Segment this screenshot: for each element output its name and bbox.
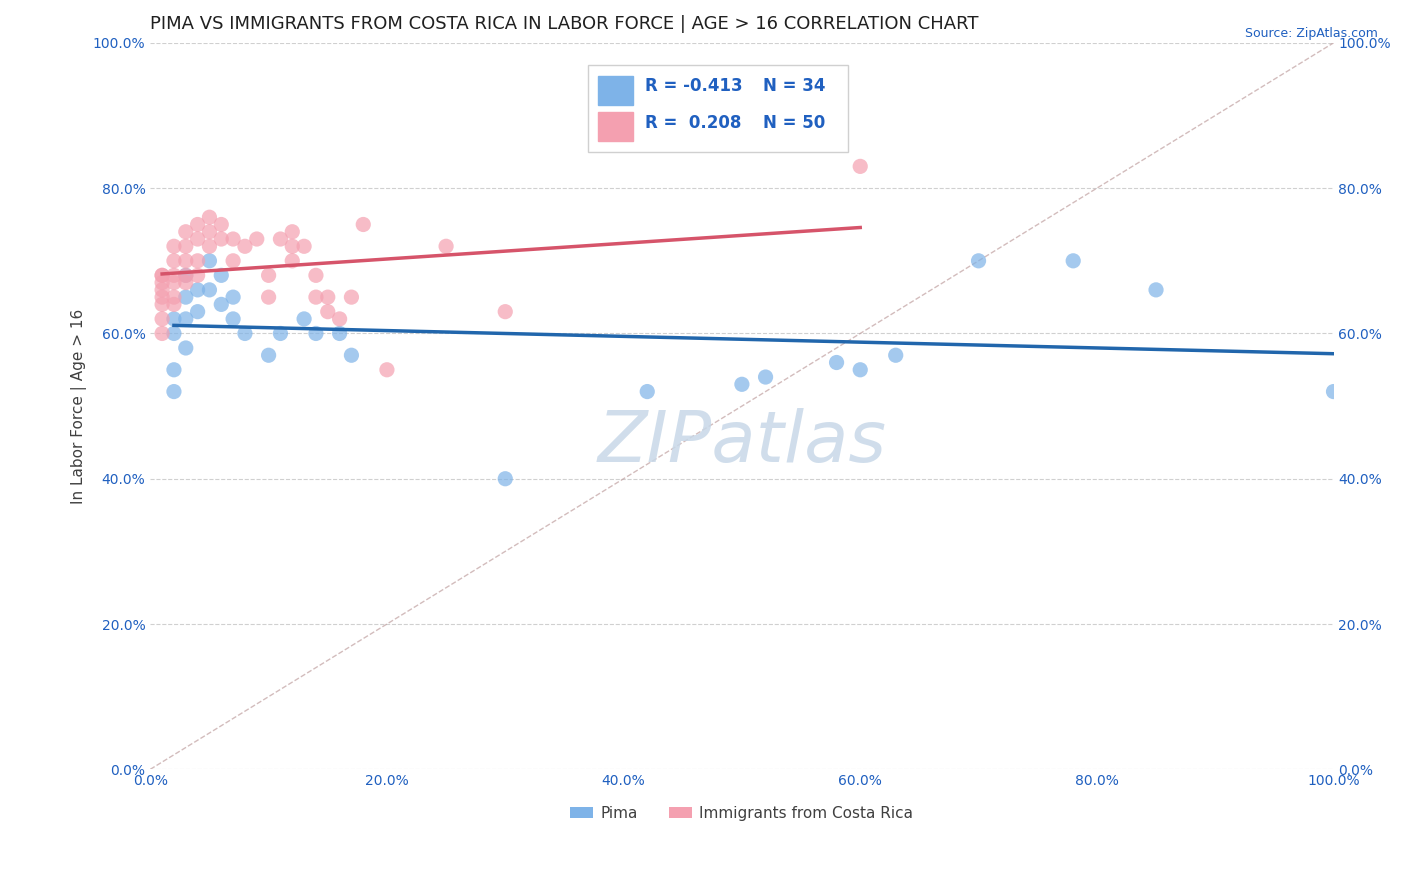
Point [849, 160, 872, 174]
Point [174, 312, 197, 326]
Text: ZIPatlas: ZIPatlas [598, 408, 886, 477]
Point [1322, 384, 1344, 399]
Point [174, 276, 197, 290]
Point [305, 290, 328, 304]
Point [198, 283, 221, 297]
Point [1062, 253, 1084, 268]
Point [150, 290, 173, 304]
Point [198, 253, 221, 268]
Point [187, 218, 209, 232]
Point [329, 312, 352, 326]
Point [187, 304, 209, 318]
Point [163, 290, 186, 304]
Text: N = 34: N = 34 [763, 78, 825, 95]
Point [316, 304, 339, 318]
Point [163, 253, 186, 268]
Point [292, 312, 315, 326]
Point [636, 384, 658, 399]
Point [198, 225, 221, 239]
Point [316, 290, 339, 304]
Point [849, 363, 872, 377]
Point [281, 225, 304, 239]
Point [187, 232, 209, 246]
Point [198, 211, 221, 225]
Point [494, 472, 516, 486]
Point [174, 239, 197, 253]
Point [163, 268, 186, 283]
Point [150, 326, 173, 341]
Point [825, 355, 848, 369]
Y-axis label: In Labor Force | Age > 16: In Labor Force | Age > 16 [72, 309, 87, 504]
Point [174, 268, 197, 283]
Point [494, 304, 516, 318]
Text: R =  0.208: R = 0.208 [645, 114, 741, 132]
Point [257, 290, 280, 304]
Point [187, 268, 209, 283]
Point [150, 283, 173, 297]
Point [305, 268, 328, 283]
Point [269, 232, 291, 246]
Text: N = 50: N = 50 [763, 114, 825, 132]
Point [884, 348, 907, 362]
Point [222, 290, 245, 304]
Point [150, 276, 173, 290]
Point [150, 312, 173, 326]
Point [187, 253, 209, 268]
Point [281, 239, 304, 253]
Point [209, 218, 232, 232]
Point [233, 326, 256, 341]
Point [305, 326, 328, 341]
Point [967, 253, 990, 268]
Point [222, 232, 245, 246]
Point [198, 239, 221, 253]
Point [150, 297, 173, 311]
Point [233, 239, 256, 253]
Point [340, 348, 363, 362]
Point [269, 326, 291, 341]
Point [174, 268, 197, 283]
Point [329, 326, 352, 341]
Point [352, 218, 374, 232]
Point [434, 239, 457, 253]
Text: PIMA VS IMMIGRANTS FROM COSTA RICA IN LABOR FORCE | AGE > 16 CORRELATION CHART: PIMA VS IMMIGRANTS FROM COSTA RICA IN LA… [150, 15, 979, 33]
Point [754, 370, 776, 384]
Point [163, 384, 186, 399]
Point [174, 253, 197, 268]
Point [163, 312, 186, 326]
Point [222, 253, 245, 268]
Point [340, 290, 363, 304]
Point [209, 268, 232, 283]
Point [222, 312, 245, 326]
FancyBboxPatch shape [588, 65, 848, 152]
Point [163, 239, 186, 253]
FancyBboxPatch shape [598, 76, 633, 104]
Point [174, 225, 197, 239]
Point [163, 363, 186, 377]
Point [174, 290, 197, 304]
Point [150, 268, 173, 283]
FancyBboxPatch shape [598, 112, 633, 141]
Point [257, 348, 280, 362]
Point [246, 232, 269, 246]
Text: R = -0.413: R = -0.413 [645, 78, 742, 95]
Legend: Pima, Immigrants from Costa Rica: Pima, Immigrants from Costa Rica [564, 800, 920, 827]
Point [187, 283, 209, 297]
Point [731, 377, 754, 392]
Text: Source: ZipAtlas.com: Source: ZipAtlas.com [1244, 27, 1378, 40]
Point [257, 268, 280, 283]
Point [163, 276, 186, 290]
Point [281, 253, 304, 268]
Point [174, 341, 197, 355]
Point [163, 326, 186, 341]
Point [292, 239, 315, 253]
Point [150, 268, 173, 283]
Point [375, 363, 398, 377]
Point [163, 297, 186, 311]
Point [209, 232, 232, 246]
Point [1144, 283, 1167, 297]
Point [209, 297, 232, 311]
